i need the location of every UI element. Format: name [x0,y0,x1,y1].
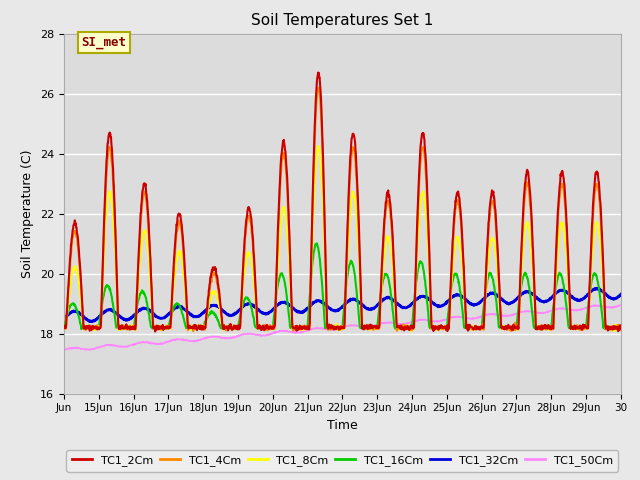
TC1_16Cm [70,301,78,307]
TC1_50Cm [444,316,452,322]
TC1_4Cm [445,324,452,330]
TC1_32Cm [60,316,68,322]
Legend: TC1_2Cm, TC1_4Cm, TC1_8Cm, TC1_16Cm, TC1_32Cm, TC1_50Cm: TC1_2Cm, TC1_4Cm, TC1_8Cm, TC1_16Cm, TC1… [67,450,618,471]
TC1_16Cm [312,241,319,247]
TC1_8Cm [610,328,618,334]
TC1_50Cm [617,302,625,308]
TC1_8Cm [312,167,319,172]
TC1_32Cm [617,291,625,297]
TC1_8Cm [617,324,625,330]
TC1_2Cm [70,221,78,227]
Line: TC1_2Cm: TC1_2Cm [64,72,621,332]
TC1_2Cm [314,70,322,75]
TC1_50Cm [160,340,168,346]
TC1_16Cm [313,240,321,246]
TC1_2Cm [582,324,589,329]
TC1_4Cm [160,326,168,332]
TC1_32Cm [70,309,78,314]
Y-axis label: Soil Temperature (C): Soil Temperature (C) [22,149,35,278]
Line: TC1_32Cm: TC1_32Cm [64,288,621,322]
Title: Soil Temperatures Set 1: Soil Temperatures Set 1 [252,13,433,28]
TC1_2Cm [312,91,320,96]
TC1_50Cm [616,302,624,308]
Line: TC1_50Cm: TC1_50Cm [64,305,621,350]
TC1_50Cm [60,347,68,353]
TC1_2Cm [160,324,168,330]
TC1_16Cm [617,325,625,331]
TC1_4Cm [346,181,353,187]
TC1_8Cm [346,224,353,229]
Line: TC1_4Cm: TC1_4Cm [64,88,621,331]
Line: TC1_16Cm: TC1_16Cm [64,243,621,329]
TC1_2Cm [445,324,452,329]
TC1_4Cm [582,325,589,331]
TC1_2Cm [617,325,625,331]
TC1_32Cm [346,298,353,304]
TC1_50Cm [70,345,78,351]
TC1_16Cm [445,310,452,315]
TC1_32Cm [312,298,320,304]
TC1_16Cm [582,325,589,331]
TC1_2Cm [60,324,68,330]
TC1_32Cm [444,298,452,304]
TC1_8Cm [582,323,589,329]
TC1_16Cm [346,262,353,267]
TC1_4Cm [60,325,68,331]
TC1_8Cm [160,323,168,329]
TC1_4Cm [617,324,625,330]
TC1_32Cm [88,319,96,324]
TC1_50Cm [345,323,353,328]
TC1_4Cm [314,85,322,91]
TC1_16Cm [60,324,68,330]
TC1_8Cm [70,265,78,271]
TC1_8Cm [60,324,68,330]
TC1_32Cm [593,286,601,291]
TC1_50Cm [581,305,589,311]
TC1_4Cm [189,328,197,334]
Text: SI_met: SI_met [81,36,127,49]
TC1_4Cm [312,105,320,110]
TC1_2Cm [346,171,353,177]
TC1_2Cm [152,329,159,335]
TC1_4Cm [70,228,78,234]
TC1_8Cm [444,324,452,330]
TC1_16Cm [334,326,342,332]
TC1_50Cm [312,325,319,331]
TC1_32Cm [582,294,589,300]
X-axis label: Time: Time [327,419,358,432]
TC1_32Cm [160,315,168,321]
Line: TC1_8Cm: TC1_8Cm [64,146,621,331]
TC1_8Cm [315,143,323,149]
TC1_16Cm [160,325,168,331]
